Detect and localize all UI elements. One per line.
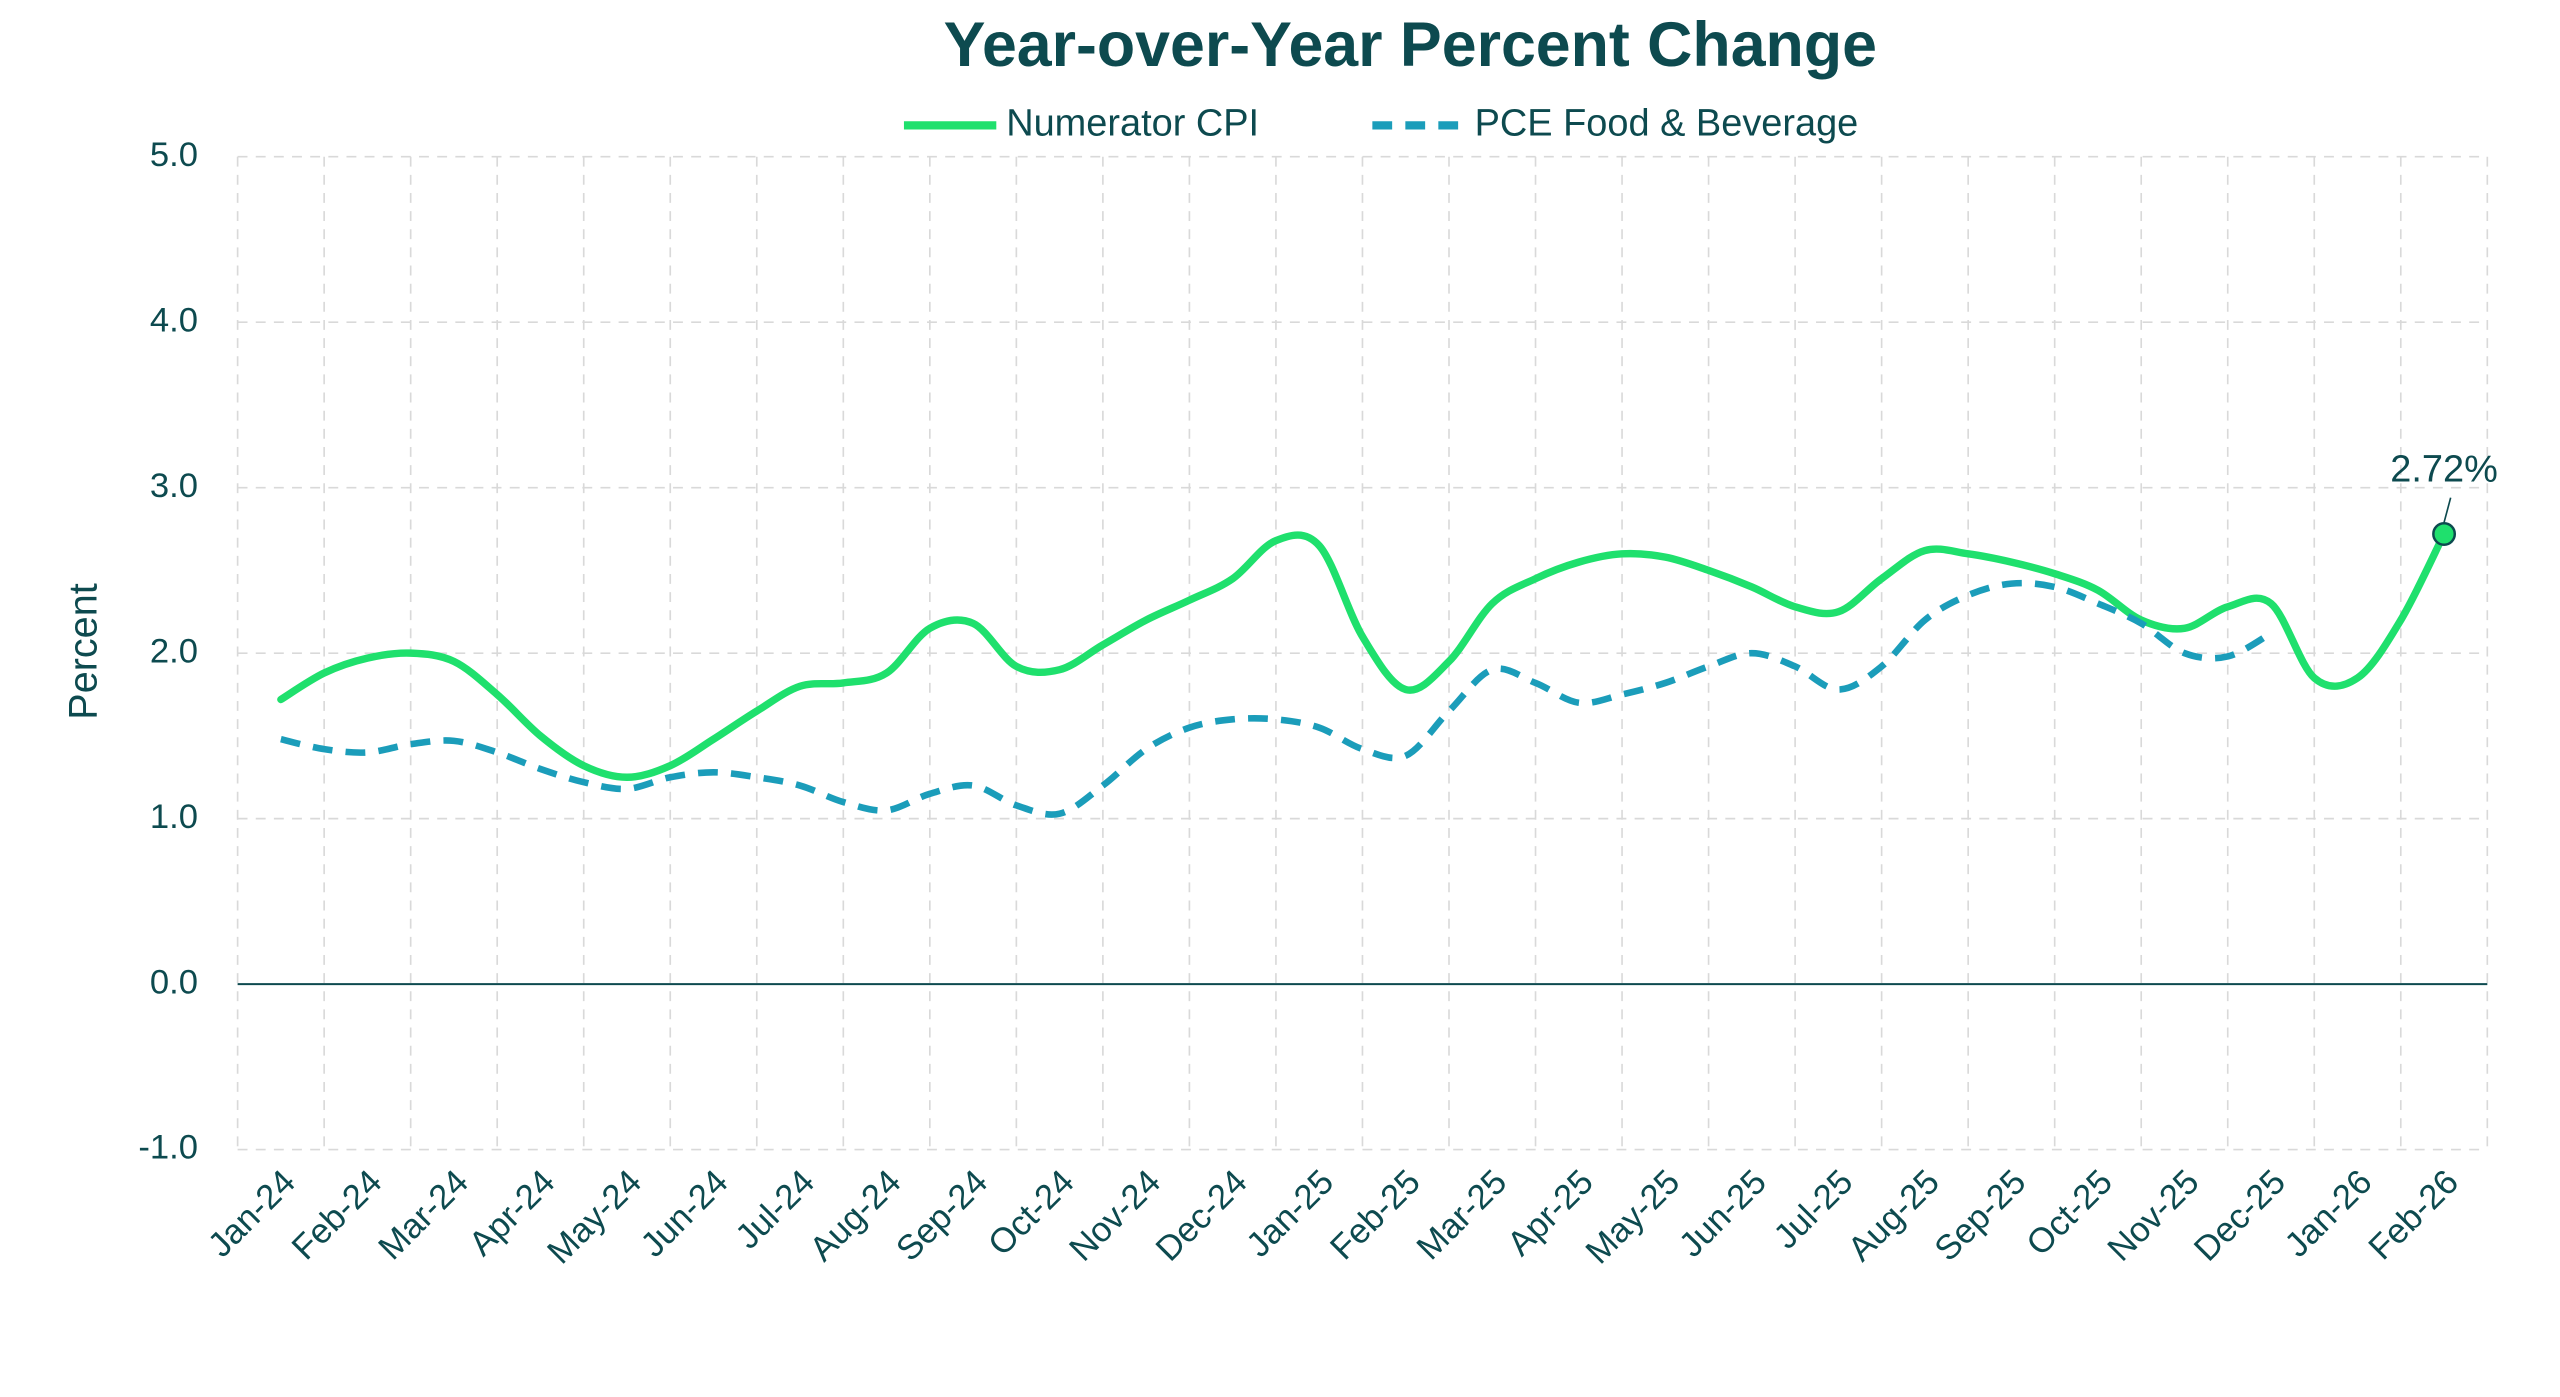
y-tick-label: 0.0 xyxy=(150,963,198,1001)
y-tick-label: -1.0 xyxy=(138,1129,198,1167)
x-tick-label: Nov-24 xyxy=(1062,1163,1168,1269)
chart-title: Year-over-Year Percent Change xyxy=(944,10,1877,80)
x-tick-label: Nov-25 xyxy=(2101,1163,2207,1269)
x-tick-label: Aug-25 xyxy=(1841,1163,1947,1269)
x-tick-label: Feb-24 xyxy=(285,1163,389,1267)
annotation-leader xyxy=(2443,497,2452,523)
x-tick-label: Oct-25 xyxy=(2020,1163,2120,1263)
y-tick-label: 1.0 xyxy=(150,798,198,836)
y-axis-label: Percent xyxy=(61,583,105,719)
x-tick-label: Sep-25 xyxy=(1928,1163,2034,1269)
y-tick-label: 2.0 xyxy=(150,632,198,670)
y-tick-label: 5.0 xyxy=(150,136,198,174)
x-tick-label: Jan-25 xyxy=(1239,1163,1341,1265)
x-tick-label: Feb-25 xyxy=(1323,1163,1427,1267)
x-tick-label: May-25 xyxy=(1579,1163,1688,1272)
x-tick-label: Jun-25 xyxy=(1672,1163,1774,1265)
x-tick-label: Sep-24 xyxy=(889,1163,995,1269)
highlight-point xyxy=(2432,522,2457,546)
y-tick-label: 4.0 xyxy=(150,301,198,339)
x-tick-label: Feb-26 xyxy=(2362,1163,2466,1267)
x-tick-label: Oct-24 xyxy=(981,1163,1081,1263)
x-tick-label: Aug-24 xyxy=(803,1163,909,1269)
x-tick-label: Jun-24 xyxy=(634,1163,736,1265)
x-tick-label: Dec-25 xyxy=(2187,1163,2293,1269)
data-label: 2.72% xyxy=(2390,448,2498,490)
line-series xyxy=(277,530,2448,781)
x-tick-label: Mar-24 xyxy=(372,1163,476,1267)
x-tick-label: Dec-24 xyxy=(1149,1163,1255,1269)
x-tick-label: Jan-26 xyxy=(2278,1163,2380,1265)
legend-label: Numerator CPI xyxy=(1006,102,1259,144)
y-tick-label: 3.0 xyxy=(150,467,198,505)
x-tick-label: Mar-25 xyxy=(1410,1163,1514,1267)
legend-label: PCE Food & Beverage xyxy=(1475,102,1859,144)
x-tick-label: Jan-24 xyxy=(201,1163,303,1265)
x-tick-label: May-24 xyxy=(540,1163,649,1272)
line-series xyxy=(280,579,2273,818)
